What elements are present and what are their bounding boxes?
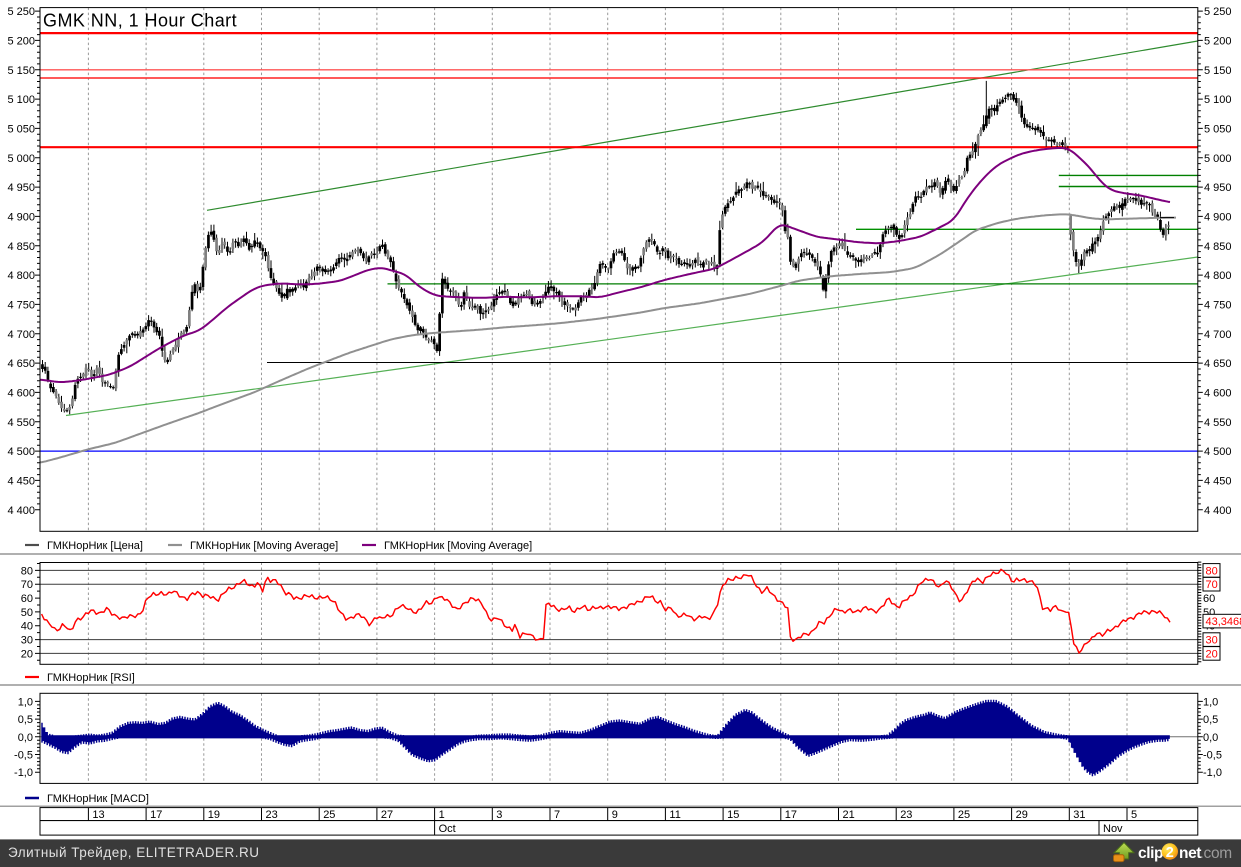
svg-text:5 100: 5 100 bbox=[1204, 94, 1232, 106]
svg-text:25: 25 bbox=[323, 809, 335, 821]
svg-text:19: 19 bbox=[208, 809, 220, 821]
svg-text:23: 23 bbox=[900, 809, 912, 821]
svg-text:11: 11 bbox=[669, 809, 680, 821]
svg-text:4 600: 4 600 bbox=[1204, 387, 1232, 399]
svg-text:0,0: 0,0 bbox=[1203, 732, 1218, 744]
svg-text:5 050: 5 050 bbox=[1204, 123, 1232, 135]
svg-text:4 400: 4 400 bbox=[7, 505, 35, 517]
svg-text:20: 20 bbox=[1206, 648, 1218, 660]
svg-text:2: 2 bbox=[1166, 845, 1174, 861]
svg-text:4 600: 4 600 bbox=[7, 387, 35, 399]
svg-text:GMK NN, 1 Hour Chart: GMK NN, 1 Hour Chart bbox=[43, 11, 237, 31]
svg-text:-0,5: -0,5 bbox=[14, 750, 33, 762]
svg-text:31: 31 bbox=[1073, 809, 1085, 821]
svg-text:Nov: Nov bbox=[1103, 823, 1123, 835]
svg-text:17: 17 bbox=[785, 809, 797, 821]
svg-text:30: 30 bbox=[21, 635, 33, 647]
svg-text:4 650: 4 650 bbox=[7, 358, 35, 370]
svg-text:27: 27 bbox=[381, 809, 393, 821]
svg-text:5 250: 5 250 bbox=[1204, 6, 1232, 18]
svg-text:5 150: 5 150 bbox=[1204, 65, 1232, 77]
svg-text:50: 50 bbox=[21, 607, 33, 619]
svg-text:25: 25 bbox=[958, 809, 970, 821]
svg-text:3: 3 bbox=[496, 809, 502, 821]
svg-text:80: 80 bbox=[1206, 565, 1218, 577]
svg-text:ГМКНорНик [RSI]: ГМКНорНик [RSI] bbox=[47, 672, 135, 684]
svg-text:43,3468: 43,3468 bbox=[1206, 616, 1241, 628]
svg-text:4 750: 4 750 bbox=[7, 299, 35, 311]
svg-text:4 500: 4 500 bbox=[1204, 446, 1232, 458]
svg-text:7: 7 bbox=[554, 809, 560, 821]
svg-text:70: 70 bbox=[1206, 579, 1218, 591]
svg-text:4 950: 4 950 bbox=[7, 182, 35, 194]
svg-text:70: 70 bbox=[21, 579, 33, 591]
svg-text:23: 23 bbox=[266, 809, 278, 821]
svg-text:Элитный Трейдер, ELITETRADER.R: Элитный Трейдер, ELITETRADER.RU bbox=[8, 845, 260, 860]
svg-text:5 000: 5 000 bbox=[7, 153, 35, 165]
svg-text:60: 60 bbox=[21, 593, 33, 605]
svg-text:21: 21 bbox=[843, 809, 855, 821]
svg-text:17: 17 bbox=[150, 809, 162, 821]
svg-text:15: 15 bbox=[727, 809, 739, 821]
svg-text:4 700: 4 700 bbox=[1204, 329, 1232, 341]
svg-text:5 200: 5 200 bbox=[7, 35, 35, 47]
svg-text:5 150: 5 150 bbox=[7, 65, 35, 77]
svg-text:4 500: 4 500 bbox=[7, 446, 35, 458]
svg-text:0,5: 0,5 bbox=[18, 714, 33, 726]
svg-text:0,5: 0,5 bbox=[1203, 714, 1218, 726]
svg-text:4 850: 4 850 bbox=[7, 241, 35, 253]
svg-text:5 100: 5 100 bbox=[7, 94, 35, 106]
svg-text:60: 60 bbox=[1203, 593, 1215, 605]
svg-text:4 550: 4 550 bbox=[7, 417, 35, 429]
svg-text:-0,5: -0,5 bbox=[1203, 750, 1222, 762]
svg-text:4 950: 4 950 bbox=[1204, 182, 1232, 194]
svg-text:1: 1 bbox=[439, 809, 445, 821]
svg-text:5 200: 5 200 bbox=[1204, 35, 1232, 47]
svg-text:4 850: 4 850 bbox=[1204, 241, 1232, 253]
svg-text:4 550: 4 550 bbox=[1204, 417, 1232, 429]
svg-text:5 000: 5 000 bbox=[1204, 153, 1232, 165]
svg-text:ГМКНорНик [Цена]: ГМКНорНик [Цена] bbox=[47, 540, 143, 552]
svg-text:5 250: 5 250 bbox=[7, 6, 35, 18]
svg-text:ГМКНорНик [MACD]: ГМКНорНик [MACD] bbox=[47, 793, 149, 805]
svg-text:4 750: 4 750 bbox=[1204, 299, 1232, 311]
svg-text:80: 80 bbox=[21, 565, 33, 577]
svg-text:clip: clip bbox=[1138, 845, 1163, 862]
svg-text:5: 5 bbox=[1131, 809, 1137, 821]
svg-text:1,0: 1,0 bbox=[18, 696, 33, 708]
svg-text:4 800: 4 800 bbox=[1204, 270, 1232, 282]
svg-text:4 900: 4 900 bbox=[7, 211, 35, 223]
svg-text:net: net bbox=[1179, 845, 1201, 862]
svg-text:5 050: 5 050 bbox=[7, 123, 35, 135]
svg-text:-1,0: -1,0 bbox=[1203, 767, 1222, 779]
svg-text:1,0: 1,0 bbox=[1203, 696, 1218, 708]
svg-text:30: 30 bbox=[1206, 635, 1218, 647]
svg-text:0,0: 0,0 bbox=[18, 732, 33, 744]
svg-text:4 650: 4 650 bbox=[1204, 358, 1232, 370]
svg-text:4 450: 4 450 bbox=[7, 475, 35, 487]
svg-text:-1,0: -1,0 bbox=[14, 767, 33, 779]
svg-text:.com: .com bbox=[1200, 845, 1232, 862]
svg-text:Oct: Oct bbox=[439, 823, 456, 835]
svg-text:9: 9 bbox=[612, 809, 618, 821]
svg-text:ГМКНорНик [Moving Average]: ГМКНорНик [Moving Average] bbox=[190, 540, 338, 552]
svg-text:13: 13 bbox=[92, 809, 104, 821]
svg-text:4 900: 4 900 bbox=[1204, 211, 1232, 223]
svg-text:4 400: 4 400 bbox=[1204, 505, 1232, 517]
svg-text:4 800: 4 800 bbox=[7, 270, 35, 282]
svg-text:40: 40 bbox=[21, 621, 33, 633]
svg-text:4 450: 4 450 bbox=[1204, 475, 1232, 487]
svg-text:ГМКНорНик [Moving Average]: ГМКНорНик [Moving Average] bbox=[384, 540, 532, 552]
svg-text:29: 29 bbox=[1016, 809, 1028, 821]
svg-text:4 700: 4 700 bbox=[7, 329, 35, 341]
svg-text:20: 20 bbox=[21, 648, 33, 660]
